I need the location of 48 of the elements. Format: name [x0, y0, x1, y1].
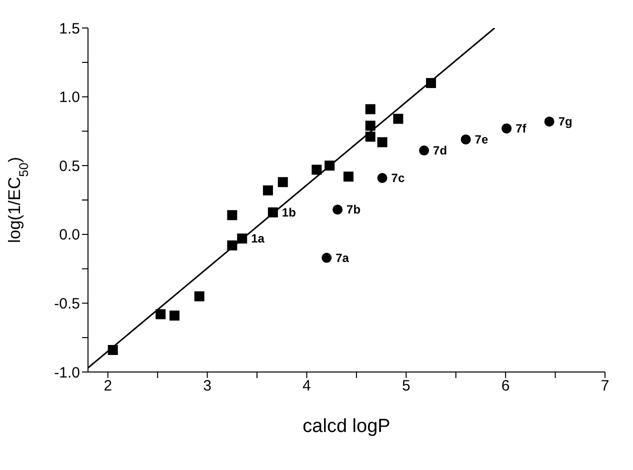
- x-tick-label: 3: [203, 378, 212, 395]
- y-tick-label: 0.5: [59, 158, 80, 175]
- point: [365, 132, 376, 142]
- x-tick-label: 5: [402, 378, 410, 395]
- point: [393, 114, 404, 124]
- point: [268, 207, 278, 218]
- point: [237, 234, 248, 244]
- annotation: 1a: [251, 232, 265, 246]
- point: [544, 116, 554, 127]
- point: [324, 160, 335, 171]
- point: [343, 172, 354, 182]
- point: [227, 240, 238, 250]
- annotation: 1b: [282, 205, 296, 220]
- point: [377, 172, 388, 183]
- y-tick-label: 1.0: [59, 89, 80, 106]
- x-tick-label: 7: [600, 378, 610, 395]
- x-tick-label: 2: [104, 378, 112, 395]
- annotation: 7e: [474, 132, 488, 146]
- point: [156, 309, 166, 320]
- x-tick-label: 6: [501, 378, 510, 395]
- point: [377, 137, 388, 148]
- point: [170, 310, 180, 321]
- annotation: 7c: [391, 170, 405, 185]
- point: [312, 164, 322, 175]
- point: [262, 185, 273, 196]
- annotation: 7a: [336, 250, 350, 265]
- point: [332, 204, 343, 215]
- y-tick-label: 0.0: [59, 226, 80, 244]
- y-tick-label: -1.0: [54, 364, 80, 382]
- y-tick-label: 1.5: [59, 20, 80, 38]
- point: [278, 177, 288, 188]
- x-tick-label: 4: [302, 378, 311, 395]
- point: [227, 210, 238, 220]
- point: [108, 344, 118, 355]
- point: [365, 104, 376, 114]
- x-axis-title: calcd logP: [302, 416, 390, 437]
- point: [365, 120, 376, 131]
- point: [426, 78, 436, 88]
- annotation: 7g: [558, 114, 572, 129]
- point: [322, 252, 332, 263]
- point: [502, 123, 512, 134]
- point: [194, 291, 204, 302]
- annotation: 7d: [433, 143, 448, 158]
- point: [419, 145, 430, 156]
- point: [460, 134, 471, 144]
- annotation: 7f: [516, 121, 528, 136]
- annotation: 7b: [346, 202, 361, 217]
- y-tick-label: -0.5: [54, 296, 80, 313]
